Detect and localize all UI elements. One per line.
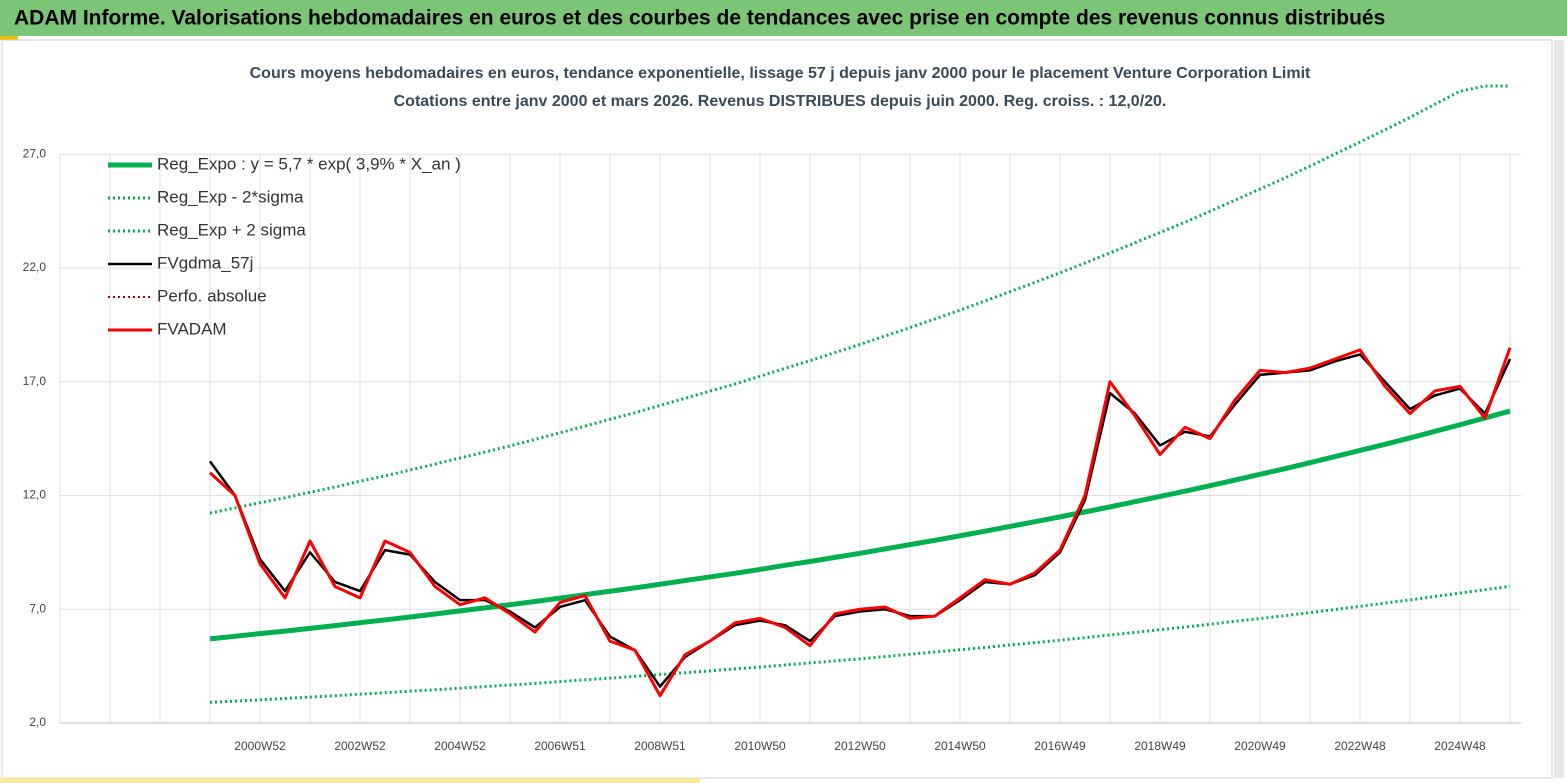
x-tick-label: 2012W50 (834, 739, 886, 753)
bottom-bar (0, 778, 700, 783)
series-line (208, 347, 1512, 698)
x-tick-label: 2010W50 (734, 739, 786, 753)
x-tick-label: 2006W51 (534, 739, 586, 753)
series-line (209, 584, 1511, 704)
scrollbar (1554, 40, 1564, 778)
y-tick-label: 22,0 (23, 260, 47, 274)
legend-label: FVgdma_57j (157, 253, 253, 272)
chart-border (1, 39, 1553, 779)
legend-label: Reg_Expo : y = 5,7 * exp( 3,9% * X_an ) (157, 154, 461, 173)
x-tick-label: 2004W52 (434, 739, 486, 753)
y-tick-label: 12,0 (23, 488, 47, 502)
x-tick-label: 2016W49 (1034, 739, 1086, 753)
x-tick-label: 2000W52 (234, 739, 286, 753)
legend-label: Reg_Exp - 2*sigma (157, 187, 304, 206)
legend-label: FVADAM (157, 319, 227, 338)
legend-label: Perfo. absolue (157, 286, 267, 305)
y-tick-label: 2,0 (29, 715, 46, 729)
chart-title: Cours moyens hebdomadaires en euros, ten… (250, 65, 1311, 82)
chart-subtitle: Cotations entre janv 2000 et mars 2026. … (394, 93, 1167, 110)
x-tick-label: 2018W49 (1134, 739, 1186, 753)
x-tick-label: 2024W48 (1434, 739, 1486, 753)
y-tick-label: 7,0 (29, 601, 46, 615)
y-tick-label: 17,0 (23, 374, 47, 388)
x-tick-label: 2002W52 (334, 739, 386, 753)
x-tick-label: 2020W49 (1234, 739, 1286, 753)
accent (0, 36, 18, 40)
x-tick-label: 2022W48 (1334, 739, 1386, 753)
x-tick-label: 2014W50 (934, 739, 986, 753)
y-tick-label: 27,0 (23, 146, 47, 160)
series-line (209, 408, 1511, 642)
legend-label: Reg_Exp + 2 sigma (157, 220, 306, 239)
header-title: ADAM Informe. Valorisations hebdomadaire… (14, 7, 1385, 30)
series-line (209, 84, 1510, 515)
header-banner (0, 0, 1567, 36)
x-tick-label: 2008W51 (634, 739, 686, 753)
